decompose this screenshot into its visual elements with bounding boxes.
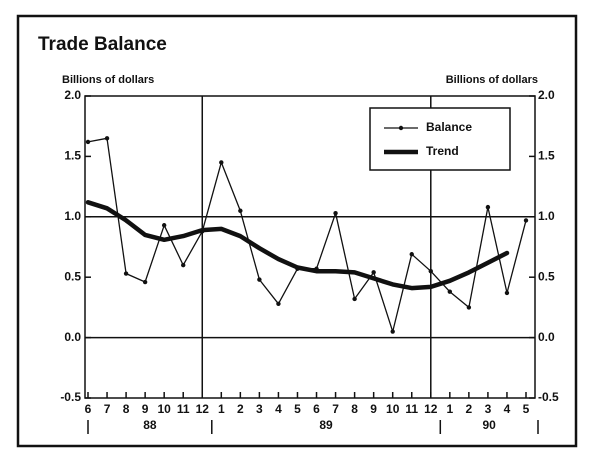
plot-area: [84, 95, 536, 399]
legend-dot: [398, 125, 404, 131]
data-point: [238, 208, 243, 213]
y-axis-label: Billions of dollars: [62, 74, 154, 86]
year-label: 90: [482, 418, 496, 432]
data-point: [447, 289, 453, 294]
x-tick-label: 1: [218, 402, 225, 416]
y-tick-label: 1.5: [64, 149, 81, 163]
x-tick-label: 7: [104, 402, 111, 416]
data-point: [276, 301, 281, 306]
y-tick-label: 0.5: [64, 269, 81, 283]
data-point: [104, 136, 110, 141]
y2-tick-label: 2.0: [538, 88, 555, 102]
legend-label: Balance: [426, 120, 472, 134]
x-tick-label: 9: [370, 402, 377, 416]
data-point: [85, 139, 91, 145]
data-point: [428, 268, 433, 274]
x-tick-label: 10: [386, 402, 400, 416]
x-tick-label: 5: [294, 402, 301, 416]
x-tick-label: 3: [256, 402, 263, 416]
y2-axis-label: Billions of dollars: [446, 74, 538, 86]
x-tick-label: 11: [405, 402, 418, 416]
x-tick-label: 11: [177, 402, 190, 416]
x-tick-label: 6: [313, 402, 320, 416]
y-tick-label: 1.0: [64, 209, 81, 223]
year-label: 88: [143, 418, 157, 432]
x-tick-label: 10: [157, 402, 171, 416]
data-point: [123, 271, 129, 276]
data-point: [409, 252, 414, 257]
x-tick-label: 12: [196, 402, 210, 416]
data-point: [466, 305, 472, 310]
year-label: 89: [319, 418, 333, 432]
data-point: [504, 290, 510, 296]
y2-tick-label: 1.5: [538, 149, 555, 163]
legend-label: Trend: [426, 144, 459, 158]
data-point: [161, 223, 167, 228]
x-tick-label: 1: [446, 402, 453, 416]
data-point: [390, 329, 395, 334]
data-point: [181, 262, 186, 268]
data-point: [257, 277, 262, 282]
x-tick-label: 4: [504, 402, 511, 416]
data-point: [371, 270, 376, 275]
data-point: [352, 296, 357, 302]
data-point: [142, 279, 148, 285]
y2-tick-label: 0.0: [538, 330, 555, 344]
x-tick-label: 3: [485, 402, 492, 416]
x-tick-label: 4: [275, 402, 282, 416]
y-tick-label: -0.5: [60, 390, 81, 404]
legend-box: [369, 107, 511, 171]
x-tick-label: 2: [466, 402, 473, 416]
x-tick-label: 8: [123, 402, 130, 416]
data-point: [523, 218, 529, 223]
chart-title: Trade Balance: [38, 34, 167, 55]
frame: [16, 14, 578, 448]
data-point: [333, 210, 338, 216]
x-tick-label: 6: [85, 402, 92, 416]
data-point: [219, 160, 224, 165]
x-tick-label: 5: [523, 402, 530, 416]
y2-tick-label: 0.5: [538, 269, 555, 283]
x-tick-label: 2: [237, 402, 244, 416]
y2-tick-label: -0.5: [538, 390, 559, 404]
x-tick-label: 7: [332, 402, 339, 416]
data-point: [485, 204, 491, 210]
y2-tick-label: 1.0: [538, 209, 555, 223]
x-tick-label: 12: [424, 402, 438, 416]
series-line: [85, 200, 510, 291]
x-tick-label: 9: [142, 402, 149, 416]
x-tick-label: 8: [351, 402, 358, 416]
y-tick-label: 2.0: [64, 88, 81, 102]
y-tick-label: 0.0: [64, 330, 81, 344]
